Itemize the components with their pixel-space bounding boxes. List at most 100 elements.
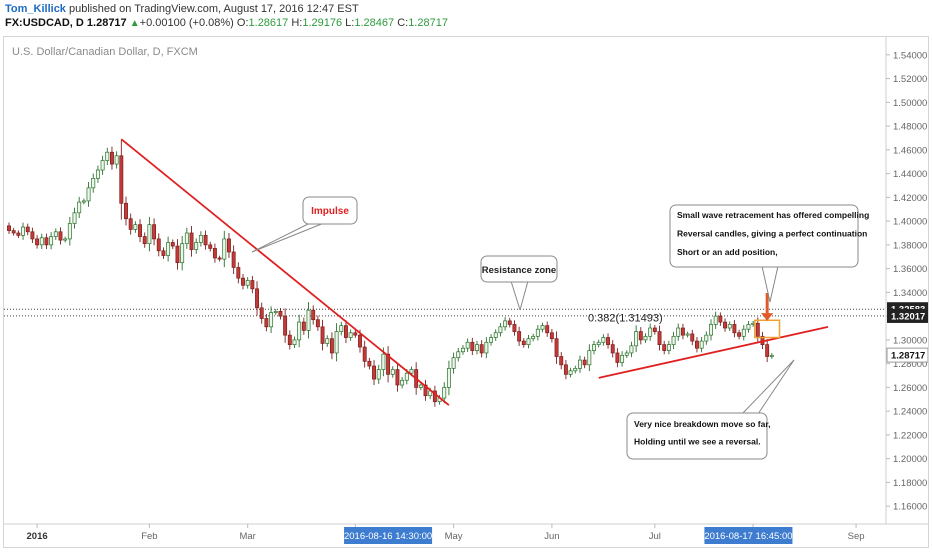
candle-body [49,236,54,246]
candle-body [222,238,227,260]
candle-body [180,243,185,264]
candle-body [35,238,40,246]
candle-body [755,322,760,337]
bearish-candle [606,333,610,349]
candle-body [535,328,540,337]
price-tick-label: 1.18000 [893,478,927,489]
candle-body [7,225,11,231]
candle-body [208,244,213,249]
candle-body [606,337,610,345]
price-tick-label: 1.54000 [893,50,927,61]
bearish-candle [175,239,180,270]
candle-body [582,359,587,366]
candle-body [77,201,82,214]
price-tick-label: 1.48000 [893,122,927,133]
bearish-candle [329,332,334,360]
bearish-candle [549,329,554,343]
publish-line: Tom_Killick published on TradingView.com… [5,3,359,15]
bearish-candle [250,276,255,294]
breakdown-callout: Very nice breakdown move so far, Holding … [626,359,795,460]
price-chart[interactable]: Impulse Resistance zone Small wave retrace… [4,37,929,547]
bullish-candle [746,321,751,333]
price-change: +0.00100 (+0.08%) [139,17,234,29]
bearish-candle [156,233,161,257]
bullish-candle [442,382,447,404]
price-tick-label: 1.38000 [893,240,927,251]
ohlc-line: FX:USDCAD, D 1.28717 ▲+0.00100 (+0.08%) … [5,17,448,29]
candle-body [432,390,437,403]
price-tick-label: 1.16000 [893,502,927,513]
bullish-candle [498,323,503,337]
bullish-candle [297,314,302,348]
bearish-candle [638,327,643,345]
candle-body [610,344,615,354]
candle-body [227,238,231,253]
symbol-label: FX:USDCAD, D [5,17,84,29]
candle-body [442,387,447,399]
candle-body [680,327,685,336]
price-tick-label: 1.26000 [893,383,927,394]
candle-body [484,341,489,354]
bearish-candle [138,219,142,243]
chart-title: U.S. Dollar/Canadian Dollar, D, FXCM [12,46,198,58]
candle-body [587,350,592,366]
candle-body [189,232,194,250]
callout-text: Resistance zone [482,265,556,276]
bullish-candle [769,353,774,359]
impulse-callout: Impulse [251,196,358,253]
candle-body [461,347,465,353]
candle-body [690,333,695,342]
candle-body [348,332,353,338]
bullish-candle [348,329,353,341]
bullish-candle [465,338,470,352]
candle-body [311,309,316,321]
bearish-candle [563,359,568,380]
candle-body [39,237,44,246]
bullish-candle [72,207,77,229]
bearish-candle [44,233,49,249]
price-tick-label: 1.34000 [893,288,927,299]
candle-body [676,327,681,337]
bullish-candle [184,227,189,249]
candle-body [699,340,704,349]
candle-body [657,331,662,345]
candle-body [11,230,16,234]
close-label: C: [397,17,409,29]
callout-text: Impulse [311,206,349,217]
bullish-candle [166,236,171,262]
bearish-candle [732,319,737,338]
candle-body [723,321,727,329]
author-link[interactable]: Tom_Killick [5,3,66,15]
candle-body [704,334,709,342]
bearish-candle [315,315,320,331]
candle-body [475,344,479,351]
bearish-candle [755,317,760,343]
chart-header: Tom_Killick published on TradingView.com… [0,0,932,32]
candle-body [596,341,601,345]
chart-frame[interactable]: Impulse Resistance zone Small wave retrace… [3,36,929,548]
bearish-candle [737,329,742,340]
bullish-candle [671,331,676,350]
candle-body [634,331,639,347]
bullish-candle [77,196,82,218]
time-tick-label: Feb [141,531,157,542]
candle-body [493,332,498,338]
down-arrow-icon [761,313,774,321]
candle-body [217,257,222,260]
price-tick-label: 1.20000 [893,454,927,465]
candle-body [334,331,339,354]
candle-body [278,311,283,317]
candle-body [241,277,245,286]
bullish-candle [601,334,606,346]
candle-body [255,288,259,309]
bearish-candle [231,245,236,275]
high-value: 1.29176 [302,17,343,29]
low-value: 1.28467 [354,17,395,29]
candle-body [203,235,208,246]
bullish-candle [568,367,573,378]
bearish-candle [372,360,376,386]
up-arrow-icon: ▲ [129,18,140,29]
bearish-candle [16,230,21,239]
candle-body [63,238,68,241]
bullish-candle [629,341,634,358]
